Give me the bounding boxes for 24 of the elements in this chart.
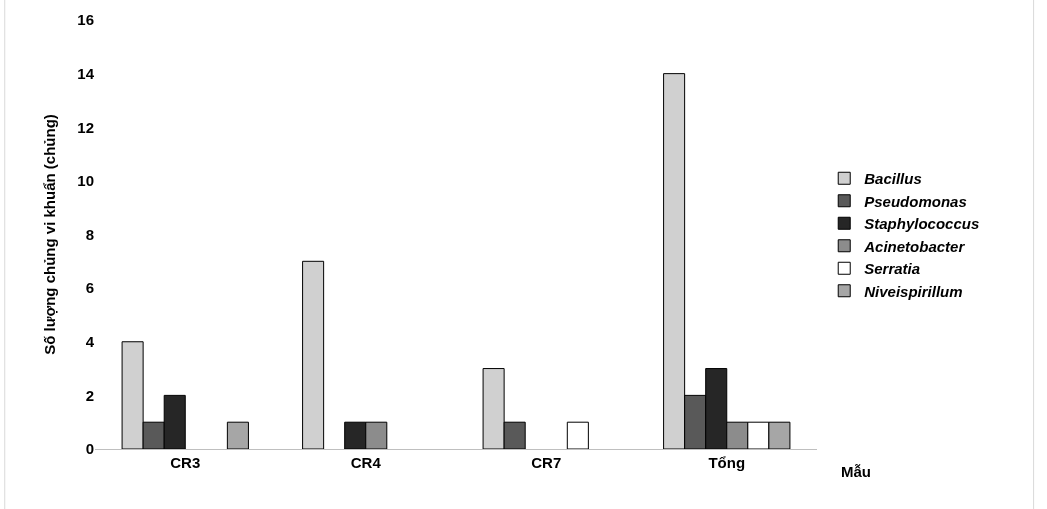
legend-label: Bacillus [864, 170, 922, 188]
y-tick-label: 14 [77, 64, 95, 82]
x-tick-label: CR3 [170, 454, 201, 471]
y-axis-title: Số lượng chủng vi khuẩn (chủng) [41, 114, 58, 355]
bar [566, 421, 589, 449]
y-tick-label: 2 [85, 386, 94, 404]
y-tick-label: 6 [85, 279, 94, 297]
y-tick-label: 10 [77, 172, 94, 190]
y-tick-label: 12 [77, 118, 94, 136]
x-axis-title: Mẫu [841, 463, 871, 480]
y-tick-label: 4 [85, 333, 95, 350]
legend-label: Staphylococcus [864, 215, 980, 233]
bar [302, 260, 325, 449]
bar [226, 421, 249, 449]
legend-label: Serratia [864, 260, 921, 278]
legend-label: Pseudomonas [864, 192, 967, 210]
legend-label: Acinetobacter [863, 237, 966, 255]
x-tick-label: Tổng [708, 454, 746, 471]
x-tick-label: CR7 [531, 454, 562, 471]
y-tick-label: 0 [85, 440, 94, 458]
legend-label: Niveispirillum [864, 282, 963, 300]
x-tick-label: CR4 [350, 454, 382, 471]
y-tick-label: 16 [77, 11, 94, 29]
y-tick-label: 8 [85, 225, 94, 243]
